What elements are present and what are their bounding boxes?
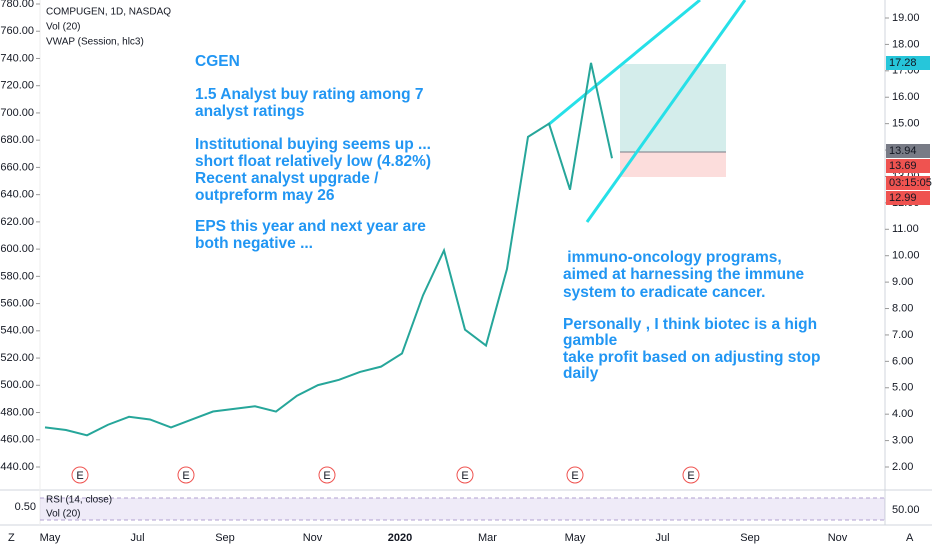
x-tick-label: Sep [215,532,235,544]
price-tag-label: 13.69 [889,160,917,172]
price-tag [886,191,930,205]
x-tick-label: 2020 [388,532,412,544]
y2-tick-label: 1760.00 [0,25,34,37]
price-tag [886,159,930,173]
annotation: outpreform may 26 [195,187,335,204]
price-tag-label: 12.99 [889,192,917,204]
annotation: daily [563,365,599,382]
price-tag-label: 13.94 [889,145,917,157]
y2-tick-label: 1480.00 [0,406,34,418]
y2-tick-label: 1720.00 [0,80,34,92]
earnings-marker [318,466,336,484]
y2-tick-label: 1600.00 [0,243,34,255]
rsi-band [40,498,885,520]
y2-tick-label: 1440.00 [0,461,34,473]
y2-tick-label: 1540.00 [0,325,34,337]
earnings-label: E [182,470,189,482]
y-tick-label: 3.00 [892,434,913,446]
y2-tick-label: 1780.00 [0,0,34,10]
trendline [585,0,747,223]
trendline [547,0,701,127]
annotation: system to eradicate cancer. [563,284,765,301]
annotation: Recent analyst upgrade / [195,170,379,187]
y2-tick-label: 1660.00 [0,161,34,173]
rsi-vol: Vol (20) [46,509,80,520]
profit-zone [620,64,726,152]
earnings-marker [456,466,474,484]
y2-tick-label: 1700.00 [0,107,34,119]
y-tick-label: 16.00 [892,91,920,103]
y-tick-label: 11.00 [892,223,919,235]
y-tick-label: 5.00 [892,382,913,394]
y-tick-label: 9.00 [892,276,913,288]
y2-tick-label: 1640.00 [0,189,34,201]
earnings-marker [71,466,89,484]
price-tag [886,56,930,70]
earnings-label: E [323,470,330,482]
y-tick-label: 4.00 [892,408,913,420]
y2-tick-label: 1460.00 [0,434,34,446]
y-tick-label: 15.00 [892,118,920,130]
y-tick-label: 19.00 [892,12,920,24]
annotation: gamble [563,332,618,349]
price-tag-label: 17.28 [889,57,917,69]
x-tick-label: May [565,532,586,544]
annotation: both negative ... [195,235,313,252]
y-tick-label: 10.00 [892,250,920,262]
price-line [44,62,613,437]
annotation: Personally , I think biotec is a high [563,316,817,333]
x-tick-label: Nov [828,532,848,544]
y-tick-label: 2.00 [892,461,913,473]
y-tick-label: 18.00 [892,38,920,50]
corner-left[interactable]: Z [8,532,15,544]
x-tick-label: Jul [655,532,669,544]
annotation: take profit based on adjusting stop [563,349,821,366]
price-tag-label: 03:15:05 [889,177,932,189]
annotation: short float relatively low (4.82%) [195,153,431,170]
y2-tick-label: 1520.00 [0,352,34,364]
y2-tick-label: 1680.00 [0,134,34,146]
vwap-legend: VWAP (Session, hlc3) [46,37,144,48]
annotation: EPS this year and next year are [195,218,426,235]
earnings-label: E [76,470,83,482]
price-tag [886,176,930,190]
x-tick-label: May [40,532,61,544]
x-tick-label: Mar [478,532,497,544]
loss-zone [620,152,726,177]
corner-right[interactable]: A [906,532,914,544]
annotation: immuno-oncology programs, [563,249,782,266]
annotation: Institutional buying seems up ... [195,136,431,153]
x-tick-label: Jul [130,532,144,544]
y-tick-label: 6.00 [892,355,913,367]
x-tick-label: Nov [303,532,323,544]
annotation: 1.5 Analyst buy rating among 7 [195,86,424,103]
rsi-right-label: 50.00 [892,504,920,516]
x-tick-label: Sep [740,532,760,544]
earnings-marker [566,466,584,484]
y2-tick-label: 1740.00 [0,52,34,64]
earnings-label: E [687,470,694,482]
y-tick-label: 7.00 [892,329,913,341]
y2-tick-label: 1560.00 [0,297,34,309]
annotation: CGEN [195,53,240,70]
y2-tick-label: 1500.00 [0,379,34,391]
y2-tick-label: 1620.00 [0,216,34,228]
y2-tick-label: 1580.00 [0,270,34,282]
y-tick-label: 8.00 [892,302,913,314]
vol-legend: Vol (20) [46,22,80,33]
annotation: aimed at harnessing the immune [563,266,805,283]
earnings-marker [177,466,195,484]
annotation: analyst ratings [195,103,304,120]
price-tag [886,144,930,158]
earnings-label: E [571,470,578,482]
symbol: COMPUGEN, 1D, NASDAQ [46,7,171,18]
earnings-marker [682,466,700,484]
rsi-left-label: 0.50 [15,501,36,513]
earnings-label: E [461,470,468,482]
rsi-title: RSI (14, close) [46,495,112,506]
